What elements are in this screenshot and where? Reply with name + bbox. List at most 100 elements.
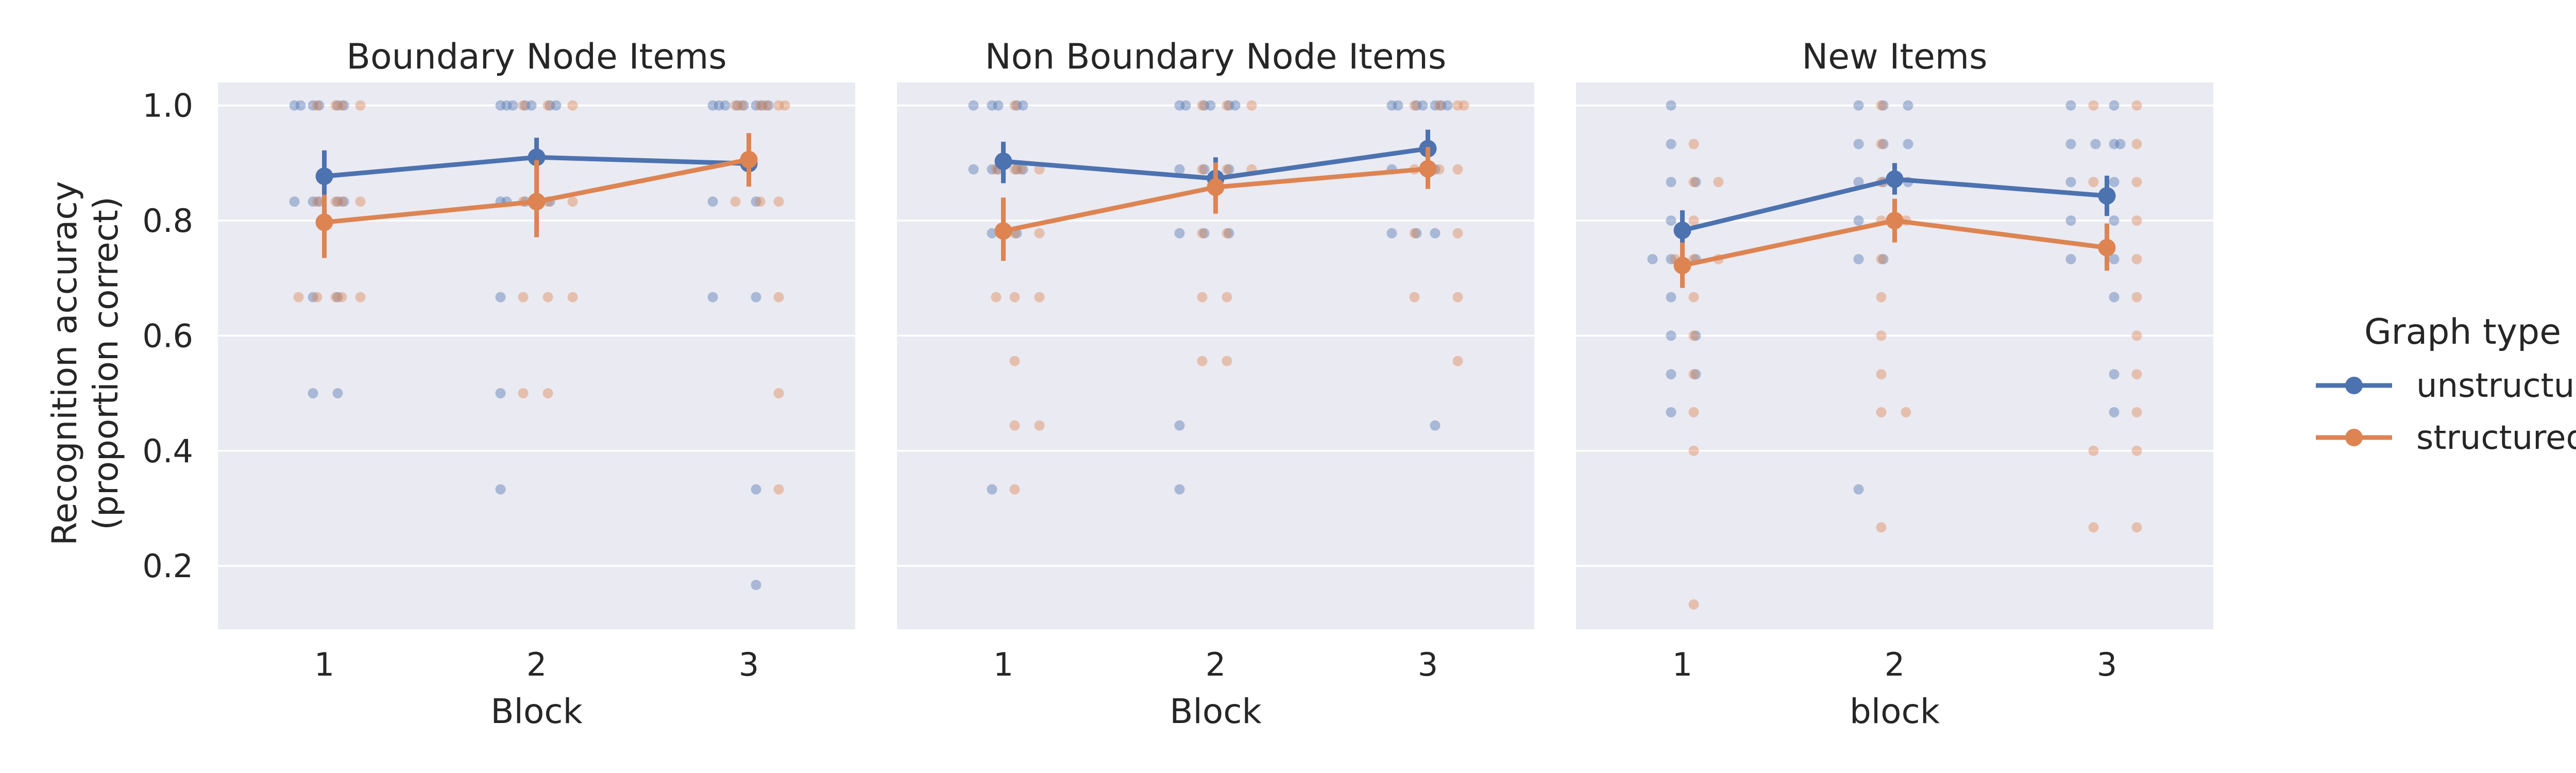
data-point-unstructured <box>2115 139 2126 149</box>
data-point-unstructured <box>1690 330 1701 341</box>
data-point-unstructured <box>757 100 768 111</box>
data-point-unstructured <box>338 196 349 207</box>
data-point-unstructured <box>1430 100 1440 111</box>
data-point-structured <box>2131 254 2142 264</box>
data-point-structured <box>1222 100 1232 111</box>
panel-title: Boundary Node Items <box>346 37 726 77</box>
data-point-structured <box>543 100 553 111</box>
data-point-structured <box>1222 292 1232 303</box>
data-point-unstructured <box>720 100 731 111</box>
data-point-structured <box>1876 369 1887 380</box>
y-tick-label: 1.0 <box>142 87 193 125</box>
data-point-unstructured <box>2065 177 2076 188</box>
data-point-structured <box>761 100 772 111</box>
data-point-unstructured <box>1199 164 1210 175</box>
x-axis-label: Block <box>1170 692 1262 731</box>
data-point-unstructured <box>987 100 997 111</box>
mean-marker-structured <box>740 150 758 169</box>
data-point-unstructured <box>1430 420 1440 431</box>
data-point-structured <box>1876 254 1887 264</box>
data-point-unstructured <box>1417 100 1428 111</box>
data-point-unstructured <box>289 100 300 111</box>
data-point-structured <box>312 100 323 111</box>
data-point-structured <box>1009 292 1020 303</box>
data-point-unstructured <box>1666 177 1676 188</box>
data-point-unstructured <box>1411 228 1422 239</box>
data-point-unstructured <box>1666 254 1676 264</box>
data-point-unstructured <box>968 164 979 175</box>
data-point-structured <box>2131 445 2142 456</box>
data-point-structured <box>567 100 578 111</box>
data-point-unstructured <box>1853 484 1864 495</box>
data-point-structured <box>355 100 366 111</box>
data-point-structured <box>1452 356 1463 366</box>
data-point-unstructured <box>1174 164 1185 175</box>
data-point-unstructured <box>1853 100 1864 111</box>
data-point-unstructured <box>1903 100 1913 111</box>
data-point-unstructured <box>1853 254 1864 264</box>
mean-marker-unstructured <box>528 148 546 166</box>
y-tick-label: 0.8 <box>142 202 193 240</box>
data-point-structured <box>2088 100 2099 111</box>
data-point-unstructured <box>2065 215 2076 226</box>
data-point-structured <box>773 292 784 303</box>
data-point-structured <box>1688 177 1699 188</box>
data-point-structured <box>1876 407 1887 417</box>
data-point-structured <box>2131 215 2142 226</box>
data-point-unstructured <box>2065 254 2076 264</box>
panel-3: New Items 1 2 3 block <box>1576 37 2213 731</box>
data-point-unstructured <box>314 100 325 111</box>
data-point-structured <box>1452 228 1463 239</box>
data-point-structured <box>1688 292 1699 303</box>
data-point-unstructured <box>2109 139 2120 149</box>
data-point-unstructured <box>987 228 997 239</box>
data-point-structured <box>2131 407 2142 417</box>
data-point-unstructured <box>738 100 749 111</box>
data-point-unstructured <box>2109 369 2120 380</box>
data-point-structured <box>730 196 741 207</box>
data-point-unstructured <box>1666 215 1676 226</box>
data-point-structured <box>336 100 347 111</box>
data-point-structured <box>567 292 578 303</box>
legend-items: unstructured structured <box>2316 367 2576 457</box>
data-point-unstructured <box>1174 228 1185 239</box>
data-point-structured <box>1876 100 1887 111</box>
mean-marker-structured <box>528 193 546 211</box>
data-point-structured <box>1452 164 1463 175</box>
data-point-unstructured <box>714 100 724 111</box>
data-point-structured <box>2131 177 2142 188</box>
data-point-structured <box>1197 100 1208 111</box>
y-axis-label-line-1: Recognition accuracy <box>45 181 84 545</box>
data-point-structured <box>1688 215 1699 226</box>
data-point-structured <box>2088 177 2099 188</box>
data-point-unstructured <box>332 196 343 207</box>
data-point-structured <box>2131 100 2142 111</box>
mean-marker-structured <box>994 222 1012 240</box>
data-point-unstructured <box>1224 100 1234 111</box>
panel-1: 0.2 0.4 0.6 0.8 1.0 Boundary Node Items 1 2 3 Blo… <box>142 37 855 731</box>
data-point-structured <box>2131 522 2142 533</box>
data-point-unstructured <box>332 292 343 303</box>
data-point-structured <box>336 292 347 303</box>
data-point-structured <box>1034 420 1045 431</box>
data-point-unstructured <box>707 292 718 303</box>
panel-title: Non Boundary Node Items <box>985 37 1447 77</box>
data-point-structured <box>543 388 553 399</box>
x-tick-label: 3 <box>739 646 759 683</box>
data-point-structured <box>755 100 766 111</box>
data-point-structured <box>330 100 341 111</box>
data-point-unstructured <box>2065 139 2076 149</box>
data-point-structured <box>1876 522 1887 533</box>
x-tick-label: 1 <box>993 646 1013 683</box>
data-point-structured <box>1688 369 1699 380</box>
data-point-structured <box>773 100 784 111</box>
data-point-structured <box>1222 356 1232 366</box>
data-point-structured <box>1246 100 1257 111</box>
data-point-unstructured <box>1853 139 1864 149</box>
data-point-structured <box>1688 599 1699 610</box>
data-point-structured <box>1222 164 1232 175</box>
data-point-unstructured <box>495 100 506 111</box>
data-point-unstructured <box>751 484 761 495</box>
x-tick-label: 3 <box>2097 646 2117 683</box>
data-point-unstructured <box>2109 177 2120 188</box>
